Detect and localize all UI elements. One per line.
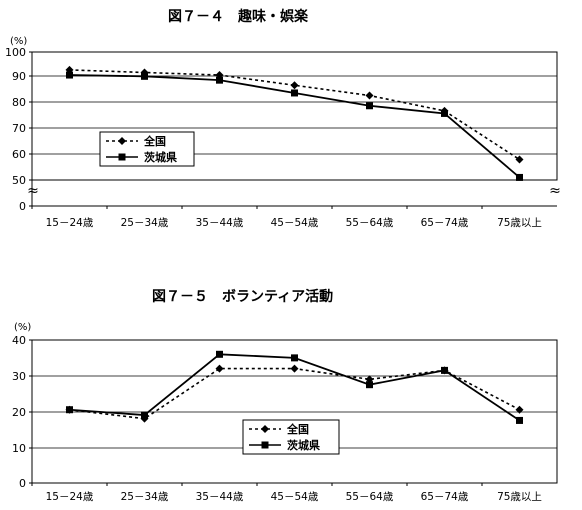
data-point: [366, 102, 373, 110]
legend-marker: [261, 441, 269, 449]
series-line: [69, 353, 520, 422]
y-tick-label: 100: [5, 46, 26, 59]
chart-2-title: 図７－５ ボランティア活動: [152, 289, 334, 305]
chart-1: ≈ ≈0 50 60 70 80 90 100(%) 15－24歳 25－34歳 35－44歳 45－…: [5, 36, 561, 229]
data-point: [216, 76, 223, 84]
data-point: [291, 354, 298, 362]
y-tick-label: 10: [12, 442, 26, 455]
legend-label: 茨城県: [144, 150, 177, 164]
x-tick-label: 55－64歳: [346, 217, 394, 229]
x-tick-label: 25－34歳: [121, 217, 169, 229]
data-point: [141, 72, 148, 80]
x-tick-label: 15－24歳: [46, 491, 94, 503]
legend-label: 全国: [143, 134, 166, 148]
data-point: [515, 155, 524, 164]
data-point: [441, 366, 448, 374]
data-point: [516, 173, 523, 181]
unit-label: (%): [10, 36, 27, 47]
legend-box: [242, 419, 340, 455]
data-point: [515, 405, 524, 414]
chart-2: 0 10 20 30 40(%) 15－24歳 25－34歳 35－44歳 45－54歳 55－6…: [12, 322, 558, 503]
data-point: [290, 81, 299, 90]
data-point: [66, 71, 73, 79]
y-tick-label: 50: [12, 174, 26, 187]
y-tick-label: 60: [12, 148, 26, 161]
legend-box: [99, 131, 195, 167]
legend-label: 茨城県: [287, 438, 320, 452]
legend-label: 全国: [286, 422, 309, 436]
x-tick-label: 75歳以上: [497, 491, 542, 503]
y-tick-label: 40: [12, 334, 26, 347]
x-tick-label: 55－64歳: [346, 491, 394, 503]
x-tick-label: 35－44歳: [196, 491, 244, 503]
axis-break-mark: ≈: [27, 183, 39, 199]
data-point: [66, 406, 73, 414]
data-point: [365, 91, 374, 100]
data-point: [216, 350, 223, 358]
y-tick-label: 20: [12, 406, 26, 419]
x-tick-label: 25－34歳: [121, 491, 169, 503]
series-茨城県: [66, 71, 523, 181]
x-tick-label: 15－24歳: [46, 217, 94, 229]
y-tick-label: 80: [12, 96, 26, 109]
series-茨城県: [66, 350, 523, 424]
y-tick-label: 70: [12, 122, 26, 135]
data-point: [215, 364, 224, 373]
x-tick-label: 45－54歳: [271, 217, 319, 229]
x-tick-label: 65－74歳: [421, 491, 469, 503]
y-tick-label: 90: [12, 70, 26, 83]
y-tick-label: 0: [19, 200, 26, 213]
x-tick-label: 65－74歳: [421, 217, 469, 229]
legend-marker: [118, 153, 126, 161]
legend-marker: [261, 425, 269, 433]
x-tick-label: 45－54歳: [271, 491, 319, 503]
data-point: [291, 89, 298, 97]
y-tick-label: 30: [12, 370, 26, 383]
x-tick-label: 35－44歳: [196, 217, 244, 229]
data-point: [366, 381, 373, 389]
data-point: [141, 411, 148, 419]
data-point: [516, 416, 523, 424]
data-point: [290, 364, 299, 373]
chart-1-title: 図７－４ 趣味・娯楽: [168, 9, 308, 25]
legend-marker: [118, 137, 126, 145]
plot-area: [31, 339, 558, 484]
unit-label: (%): [14, 322, 31, 333]
axis-break-mark: ≈: [549, 183, 561, 199]
data-point: [441, 109, 448, 117]
x-tick-label: 75歳以上: [497, 217, 542, 229]
y-tick-label: 0: [19, 477, 26, 490]
